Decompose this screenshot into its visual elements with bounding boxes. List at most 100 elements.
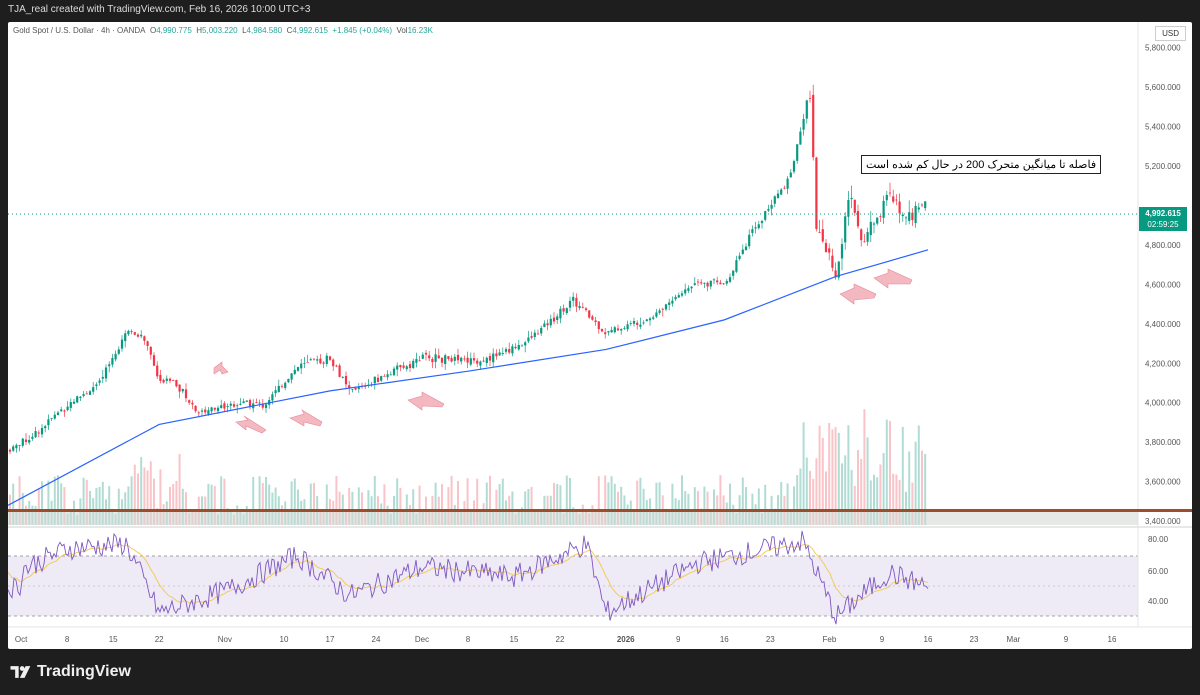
volume-bar: [713, 489, 715, 525]
volume-bars: [9, 409, 927, 525]
candle-body: [533, 332, 536, 337]
candle-body: [104, 367, 108, 379]
candle-body: [357, 387, 360, 390]
candle-body: [328, 356, 332, 360]
volume-bar: [764, 484, 767, 525]
volume-bar: [153, 478, 155, 525]
volume-bar: [137, 473, 139, 525]
volume-bar: [348, 487, 351, 525]
time-axis-label: 24: [372, 635, 381, 644]
volume-bar: [361, 492, 363, 525]
candle-body: [50, 418, 53, 420]
candle-body: [623, 327, 626, 329]
volume-bar: [313, 483, 315, 525]
arrow-1: [235, 415, 267, 434]
volume-bar: [127, 486, 130, 525]
candle-body: [485, 357, 488, 364]
candle-body: [482, 360, 485, 362]
volume-bar: [556, 483, 559, 525]
candle-body: [792, 161, 796, 172]
volume-bar: [466, 478, 469, 525]
volume-bar: [140, 457, 143, 525]
candle-body: [264, 404, 268, 408]
volume-bar: [802, 422, 805, 525]
candle-body: [460, 357, 463, 362]
candle-body: [37, 432, 40, 434]
candle-body: [847, 200, 850, 217]
time-axis-label: 22: [556, 635, 565, 644]
candle-body: [677, 295, 680, 298]
candle-body: [184, 389, 188, 399]
time-axis-label: 23: [766, 635, 775, 644]
price-axis-label: 4,800.000: [1145, 241, 1181, 250]
volume-bar: [357, 487, 360, 525]
candle-body: [495, 353, 498, 357]
candle-body: [88, 391, 92, 395]
candle-body: [914, 205, 917, 224]
volume-bar: [489, 475, 491, 525]
price-chart-svg[interactable]: 5,800.000 5,600.000 5,400.000 5,200.000 4,80…: [8, 22, 1192, 649]
candle-body: [165, 378, 168, 381]
candle-body: [274, 390, 277, 394]
arrow-3: [289, 409, 323, 427]
chart-panel[interactable]: 5,800.000 5,600.000 5,400.000 5,200.000 4,80…: [8, 22, 1192, 649]
volume-bar: [799, 468, 802, 525]
price-axis-label: 3,800.000: [1145, 438, 1181, 447]
candle-body: [168, 378, 172, 381]
volume-bar: [844, 455, 847, 525]
brand-name: TradingView: [37, 663, 131, 680]
candle-body: [642, 322, 645, 324]
symbol-label[interactable]: Gold Spot / U.S. Dollar · 4h · OANDA: [13, 26, 146, 35]
volume-bar: [706, 491, 709, 525]
price-axis-label: 3,400.000: [1145, 517, 1181, 526]
candle-body: [600, 328, 604, 332]
volume-bar: [786, 483, 789, 525]
candle-body: [719, 282, 722, 285]
candle-body: [888, 192, 892, 194]
candle-body: [924, 201, 927, 209]
candle-body: [108, 364, 111, 367]
rsi-axis: 80.00 60.00 40.00: [1148, 535, 1169, 606]
time-axis: Oct 8 15 22 Nov 10 17 24 Dec 8 15 22 2026 9 16 23 Feb 9 16…: [15, 635, 1117, 644]
volume-bar: [178, 453, 181, 525]
volume-bar: [271, 492, 274, 525]
rsi-line: [8, 530, 929, 625]
arrow-6: [873, 268, 913, 289]
volume-bar: [524, 491, 527, 525]
candle-body: [757, 224, 760, 229]
candle-body: [895, 199, 898, 201]
candle-body: [690, 286, 693, 289]
candle-body: [226, 406, 229, 407]
open-label: O: [149, 26, 157, 35]
candle-body: [181, 388, 184, 392]
currency-button[interactable]: USD: [1155, 26, 1186, 41]
tradingview-logo[interactable]: TradingView: [10, 663, 131, 681]
candle-body: [338, 365, 341, 377]
volume-bar: [569, 477, 571, 525]
text-annotation[interactable]: فاصله تا میانگین متحرک 200 در حال کم شده…: [861, 155, 1102, 174]
volume-bar: [796, 475, 799, 525]
volume-bar: [21, 492, 24, 525]
candle-body: [920, 204, 924, 206]
arrow-2: [213, 361, 229, 375]
candle-body: [162, 379, 165, 383]
candle-body: [348, 385, 351, 389]
time-axis-label: 9: [676, 635, 681, 644]
candle-body: [248, 400, 252, 407]
candle-body: [76, 396, 79, 403]
candle-body: [501, 353, 504, 354]
volume-bar: [613, 483, 616, 525]
volume-bar: [901, 426, 904, 525]
candle-body: [546, 323, 549, 326]
candle-body: [450, 358, 453, 362]
candle-body: [309, 359, 312, 361]
candle-body: [840, 244, 844, 259]
candle-body: [664, 304, 668, 310]
candle-body: [639, 324, 642, 327]
volume-bar: [911, 482, 914, 525]
candle-body: [415, 358, 418, 363]
candle-body: [629, 323, 632, 324]
candle-body: [8, 449, 12, 452]
volume-bar: [373, 476, 376, 525]
candle-body: [40, 427, 44, 435]
